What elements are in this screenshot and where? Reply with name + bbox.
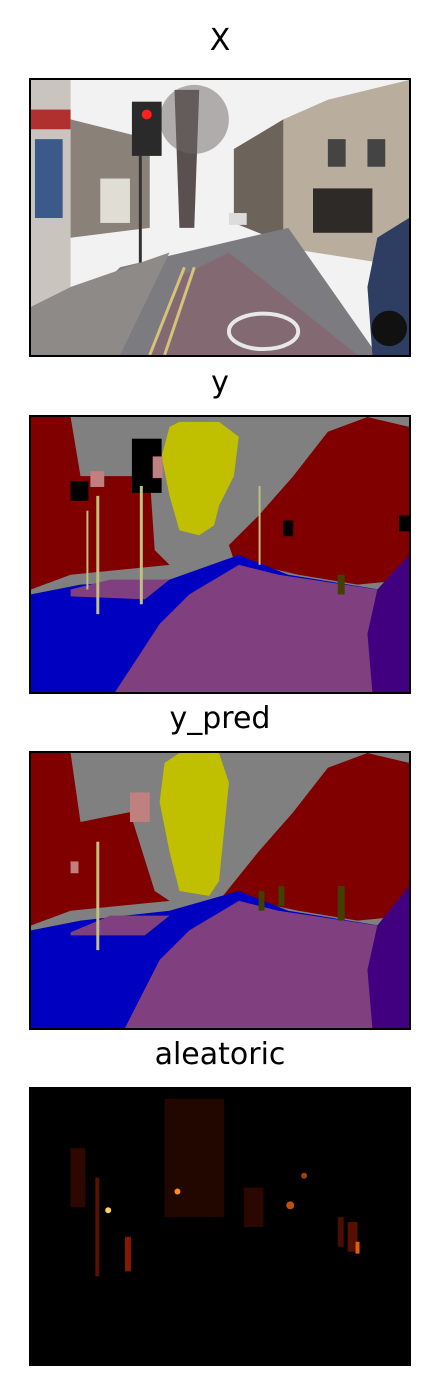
- ground-truth-segmentation: [31, 417, 409, 692]
- aleatoric-heatmap: [31, 1089, 409, 1364]
- ground-truth-panel: [29, 415, 411, 694]
- street-photo: [31, 80, 409, 355]
- aleatoric-panel: [29, 1087, 411, 1366]
- panel-title-y-pred: y_pred: [0, 702, 440, 736]
- photo-panel: [29, 78, 411, 357]
- prediction-panel: [29, 751, 411, 1030]
- panel-title-aleatoric: aleatoric: [0, 1038, 440, 1072]
- panel-title-y: y: [0, 366, 440, 400]
- predicted-segmentation: [31, 753, 409, 1028]
- panel-title-x: X: [0, 24, 440, 58]
